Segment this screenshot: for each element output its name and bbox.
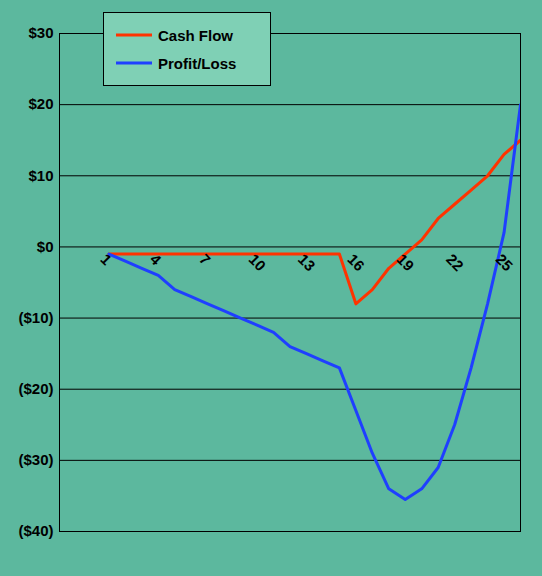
svg-text:10: 10 — [246, 250, 270, 274]
svg-text:$20: $20 — [28, 95, 53, 112]
svg-text:19: 19 — [394, 250, 418, 274]
svg-text:($40): ($40) — [18, 522, 53, 539]
html-text:Cash Flow: Cash Flow — [158, 26, 233, 44]
svg-text:$30: $30 — [28, 24, 53, 41]
svg-text:1: 1 — [97, 250, 115, 268]
svg-text:$10: $10 — [28, 167, 53, 184]
svg-text:7: 7 — [196, 250, 214, 268]
html-text:Profit/Loss: Profit/Loss — [158, 54, 237, 72]
svg-text:13: 13 — [295, 250, 319, 274]
svg-text:4: 4 — [147, 250, 165, 268]
svg-text:25: 25 — [493, 250, 517, 274]
svg-text:($10): ($10) — [18, 309, 53, 326]
svg-text:22: 22 — [443, 250, 467, 274]
svg-text:($20): ($20) — [18, 380, 53, 397]
svg-text:$0: $0 — [37, 238, 54, 255]
svg-text:16: 16 — [344, 250, 368, 274]
svg-text:($30): ($30) — [18, 451, 53, 468]
